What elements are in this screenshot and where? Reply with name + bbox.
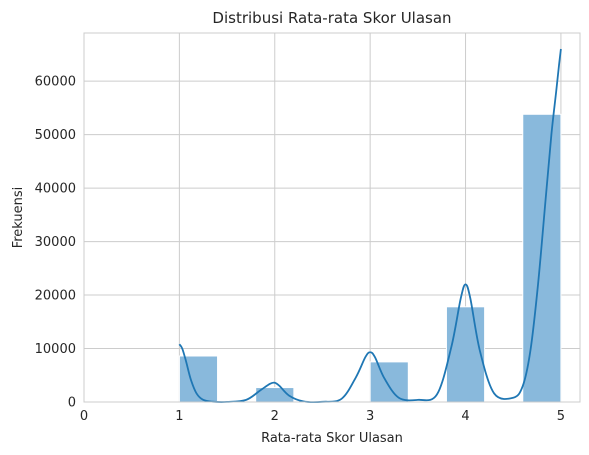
y-tick-label: 40000 xyxy=(35,182,76,197)
y-tick-label: 20000 xyxy=(35,289,76,304)
chart-title: Distribusi Rata-rata Skor Ulasan xyxy=(212,9,451,27)
x-axis-label: Rata-rata Skor Ulasan xyxy=(261,431,403,446)
plot-frame xyxy=(83,32,581,403)
y-tick-label: 60000 xyxy=(35,75,76,90)
y-tick-label: 0 xyxy=(68,396,76,411)
x-tick-label: 3 xyxy=(366,409,374,424)
x-tick-label: 4 xyxy=(461,409,469,424)
histogram-bars xyxy=(178,113,562,403)
y-axis-label: Frekuensi xyxy=(11,187,26,249)
y-tick-label: 50000 xyxy=(35,128,76,143)
x-tick-label: 1 xyxy=(175,409,183,424)
histogram-bar xyxy=(445,306,486,403)
tick-labels: 0 1 2 3 4 5 0 10000 20000 30000 40000 50000 60000 xyxy=(35,75,565,424)
y-tick-label: 10000 xyxy=(35,342,76,357)
histogram-bar xyxy=(369,361,409,403)
x-tick-label: 0 xyxy=(80,409,88,424)
y-tick-label: 30000 xyxy=(35,235,76,250)
x-tick-label: 5 xyxy=(557,409,565,424)
x-tick-label: 2 xyxy=(271,409,279,424)
